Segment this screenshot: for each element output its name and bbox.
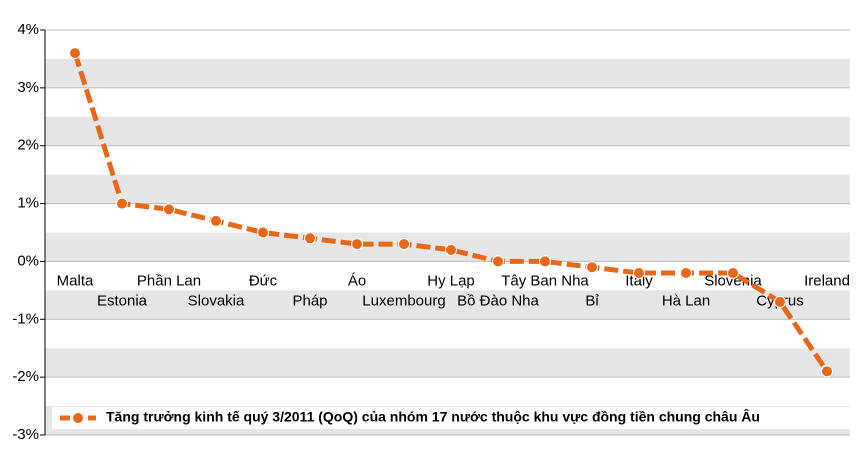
y-tick-label: -2% — [12, 368, 39, 385]
data-point — [727, 267, 739, 279]
data-point — [304, 232, 316, 245]
legend-label: Tăng trưởng kinh tế quý 3/2011 (QoQ) của… — [106, 408, 760, 425]
x-tick-label: Tây Ban Nha — [501, 272, 589, 289]
data-point — [586, 261, 598, 274]
y-tick-label: 3% — [17, 79, 39, 96]
x-tick-label: Luxembourg — [362, 292, 445, 309]
y-tick-label: -3% — [12, 426, 39, 443]
x-tick-label: Ireland — [804, 272, 850, 289]
x-tick-label: Bỉ — [585, 292, 599, 309]
y-tick-label: 2% — [17, 137, 39, 154]
y-tick-label: -1% — [12, 310, 39, 327]
x-tick-label: Slovenia — [704, 272, 762, 289]
x-tick-label: Hy Lạp — [427, 272, 475, 289]
x-tick-label: Bồ Đào Nha — [457, 292, 539, 309]
grid-band — [45, 290, 850, 320]
grid-band — [45, 116, 850, 146]
data-point — [821, 365, 833, 378]
data-point — [116, 197, 128, 210]
data-point — [445, 243, 457, 256]
y-tick-label: 0% — [17, 252, 39, 269]
x-tick-label: Estonia — [97, 292, 148, 309]
x-tick-label: Malta — [57, 272, 94, 289]
y-tick-label: 4% — [17, 21, 39, 38]
data-line — [72, 52, 830, 373]
x-tick-label: Italy — [625, 272, 653, 289]
data-point — [492, 255, 504, 268]
data-point — [163, 203, 175, 216]
data-point — [633, 267, 645, 279]
data-point — [680, 267, 692, 279]
x-tick-label: Pháp — [292, 292, 327, 309]
x-tick-label: Slovakia — [188, 292, 245, 309]
y-tick-label: 1% — [17, 195, 39, 212]
grid-band — [45, 174, 850, 204]
grid-band — [45, 58, 850, 88]
data-point — [351, 238, 363, 251]
x-tick-label: Áo — [348, 272, 366, 289]
legend-marker — [72, 412, 84, 424]
x-tick-label: Hà Lan — [662, 292, 710, 309]
legend-box — [52, 407, 850, 429]
x-tick-label: Phần Lan — [137, 272, 201, 289]
x-tick-label: Đức — [249, 272, 278, 289]
data-point — [257, 226, 269, 239]
data-point — [210, 214, 222, 227]
grid-band — [45, 348, 850, 378]
data-point — [774, 295, 786, 308]
data-point — [398, 238, 410, 251]
data-point — [69, 47, 81, 60]
data-point — [539, 255, 551, 268]
